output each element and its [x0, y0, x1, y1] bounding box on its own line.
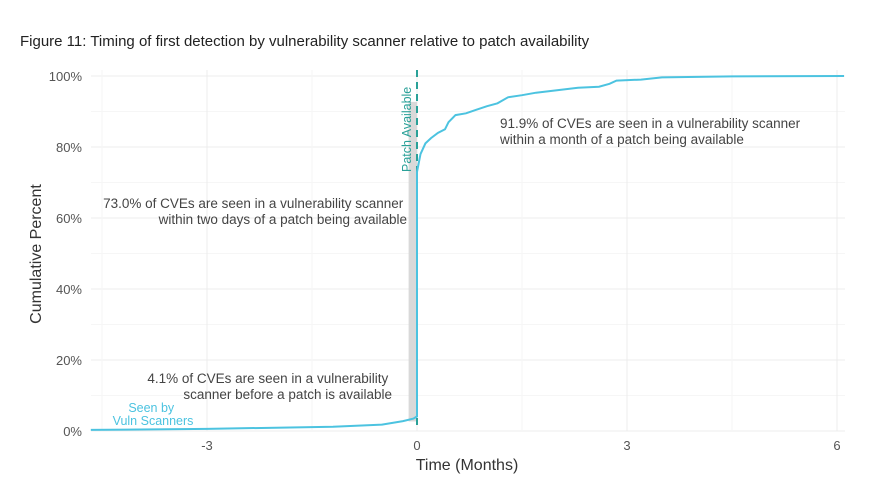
x-tick-label: 6: [833, 438, 840, 453]
shaded-band: [408, 101, 417, 422]
x-tick-label: -3: [201, 438, 213, 453]
y-axis-label: Cumulative Percent: [28, 184, 45, 324]
x-tick-label: 3: [623, 438, 630, 453]
y-tick-label: 80%: [56, 140, 82, 155]
x-axis-ticks: -3 0 3 6: [201, 438, 840, 453]
y-tick-label: 20%: [56, 353, 82, 368]
y-tick-label: 40%: [56, 282, 82, 297]
y-tick-label: 100%: [49, 69, 83, 84]
annotation-before-patch: 4.1% of CVEs are seen in a vulnerability…: [147, 371, 392, 402]
series-line-seen-by-vuln-scanners: [90, 75, 845, 431]
annotation-one-month: 91.9% of CVEs are seen in a vulnerabilit…: [499, 116, 804, 147]
patch-available-label: Patch Available: [400, 87, 414, 172]
y-tick-label: 60%: [56, 211, 82, 226]
series-label: Seen by Vuln Scanners: [113, 401, 194, 428]
annotation-two-days: 73.0% of CVEs are seen in a vulnerabilit…: [103, 196, 407, 227]
y-axis-ticks: 0% 20% 40% 60% 80% 100%: [49, 69, 83, 439]
y-tick-label: 0%: [63, 424, 82, 439]
chart-title: Figure 11: Timing of first detection by …: [20, 33, 590, 50]
x-tick-label: 0: [413, 438, 420, 453]
x-axis-label: Time (Months): [416, 457, 519, 474]
